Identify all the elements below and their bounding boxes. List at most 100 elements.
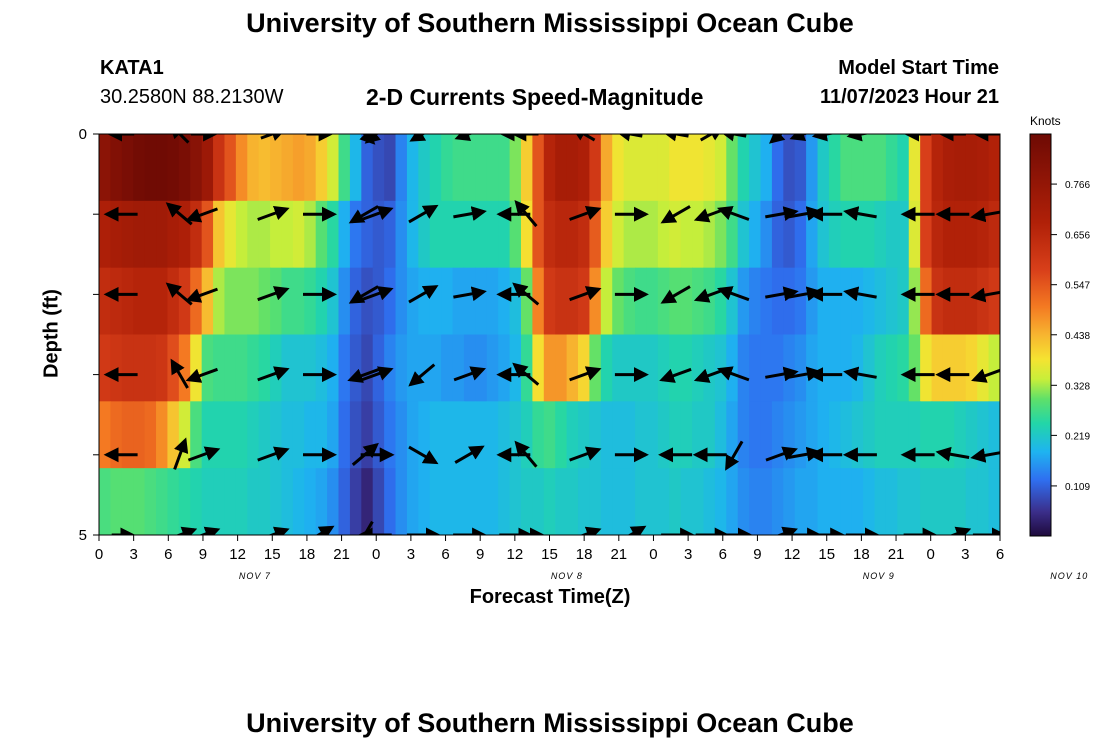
- heatmap-cell: [486, 334, 499, 402]
- heatmap-cell: [224, 267, 237, 336]
- velocity-arrow: [408, 363, 436, 387]
- heatmap-cell: [977, 468, 990, 535]
- heatmap-cell: [213, 334, 226, 402]
- heatmap-cell: [201, 267, 214, 336]
- heatmap-cell: [806, 468, 819, 535]
- heatmap-cell: [304, 134, 317, 202]
- heatmap-cell: [258, 468, 271, 535]
- heatmap-cell: [555, 267, 568, 336]
- velocity-arrow: [453, 366, 487, 382]
- heatmap-cell: [657, 468, 670, 535]
- heatmap-cell: [578, 267, 591, 336]
- y-tick-label: 5: [79, 527, 87, 544]
- velocity-arrow: [789, 134, 809, 142]
- heatmap-cell: [931, 401, 944, 469]
- heatmap-cell: [384, 134, 397, 202]
- velocity-arrow: [347, 367, 380, 383]
- heatmap-cell: [988, 401, 1000, 469]
- heatmap-cell: [304, 200, 317, 269]
- heatmap-cell: [669, 334, 682, 402]
- heatmap-cell: [532, 200, 545, 269]
- heatmap-cell: [121, 334, 134, 402]
- heatmap-cell: [794, 334, 807, 402]
- heatmap-cell: [349, 468, 362, 535]
- heatmap-cell: [543, 267, 556, 336]
- velocity-arrow: [408, 445, 439, 465]
- velocity-arrow: [716, 286, 750, 302]
- velocity-arrow: [361, 286, 394, 302]
- velocity-arrow: [569, 286, 602, 302]
- heatmap-cell: [498, 200, 511, 269]
- heatmap-cell: [954, 200, 967, 269]
- velocity-arrow: [267, 526, 290, 535]
- heatmap-cell: [406, 468, 419, 535]
- heatmap-cell: [178, 134, 191, 202]
- heatmap-cell: [988, 200, 1000, 269]
- heatmap-cell: [749, 401, 762, 469]
- heatmap-cell: [247, 468, 260, 535]
- heatmap-cell: [657, 134, 670, 202]
- heatmap-cell: [840, 267, 853, 336]
- heatmap-cell: [304, 267, 317, 336]
- heatmap-cell: [110, 134, 123, 202]
- heatmap-cell: [931, 267, 944, 336]
- velocity-arrow: [514, 200, 538, 228]
- heatmap-cell: [874, 334, 887, 402]
- heatmap-cell: [885, 134, 898, 202]
- heatmap-cell: [190, 134, 203, 202]
- heatmap-cell: [144, 468, 157, 535]
- velocity-arrow: [971, 368, 1000, 383]
- heatmap-cell: [247, 134, 260, 202]
- velocity-arrow: [348, 205, 379, 224]
- x-tick-label: 3: [407, 546, 415, 563]
- heatmap-cell: [144, 401, 157, 469]
- heatmap-cell: [600, 468, 613, 535]
- heatmap-cell: [258, 401, 271, 469]
- velocity-arrow: [454, 445, 485, 464]
- heatmap-cell: [942, 200, 955, 269]
- velocity-arrow: [579, 526, 602, 535]
- heatmap-cell: [931, 134, 944, 202]
- heatmap-cell: [247, 267, 260, 336]
- heatmap-cell: [372, 468, 385, 535]
- heatmap-cell: [692, 401, 705, 469]
- velocity-arrow: [765, 366, 799, 382]
- heatmap-cell: [281, 267, 294, 336]
- velocity-arrow: [970, 448, 1000, 463]
- heatmap-cell: [498, 134, 511, 202]
- heatmap-cell: [874, 468, 887, 535]
- heatmap-cell: [692, 200, 705, 269]
- x-tick-label: 12: [507, 546, 524, 563]
- heatmap-cell: [954, 468, 967, 535]
- heatmap-cell: [201, 468, 214, 535]
- velocity-arrow: [569, 366, 602, 382]
- x-tick-label: 21: [333, 546, 350, 563]
- x-axis: 0 3 6 9 12 15 18 21 0 3 6 9 12 15 18 21 0 3 6 9 12 15 18 21 0 3 6 N…: [95, 535, 1087, 581]
- heatmap-cell: [532, 267, 545, 336]
- heatmap-cell: [406, 200, 419, 269]
- heatmap-cell: [555, 200, 568, 269]
- heatmap-cell: [304, 468, 317, 535]
- heatmap-cell: [749, 267, 762, 336]
- heatmap-cell: [452, 468, 465, 535]
- heatmap-cell: [920, 468, 933, 535]
- heatmap-cell: [828, 200, 841, 269]
- heatmap-cell: [281, 334, 294, 402]
- velocity-arrow: [765, 286, 799, 302]
- velocity-arrow: [970, 287, 1000, 303]
- heatmap-cell: [281, 401, 294, 469]
- velocity-arrow: [846, 134, 871, 142]
- heatmap-cell: [714, 134, 727, 202]
- velocity-arrow: [569, 205, 602, 221]
- heatmap-cell: [988, 267, 1000, 336]
- heatmap-cell: [920, 134, 933, 202]
- velocity-arrow: [185, 367, 219, 383]
- heatmap-cell: [578, 334, 591, 402]
- heatmap-cell: [463, 468, 476, 535]
- heatmap-cell: [635, 200, 648, 269]
- heatmap-cell: [110, 468, 123, 535]
- velocity-arrow: [315, 525, 335, 535]
- heatmap-cell: [623, 401, 636, 469]
- velocity-arrow: [765, 446, 798, 462]
- x-tick-label: 15: [818, 546, 835, 563]
